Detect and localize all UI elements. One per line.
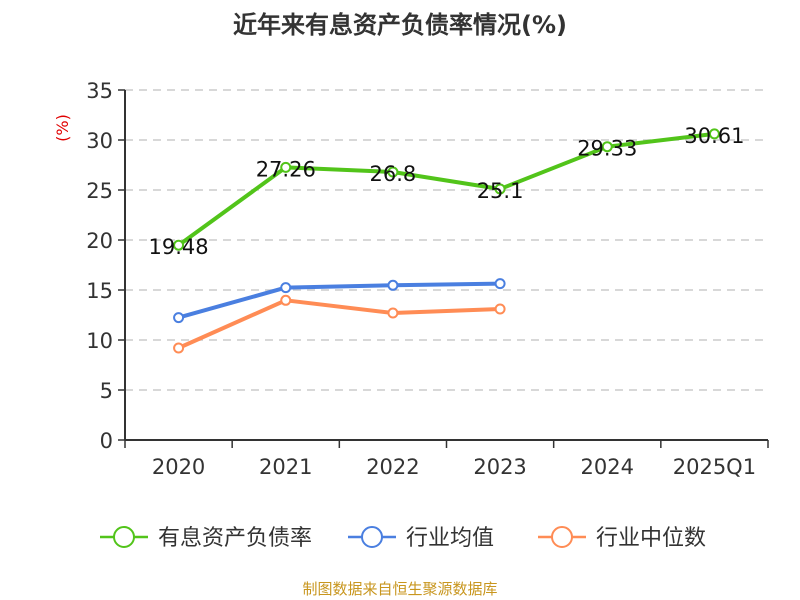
chart-title: 近年来有息资产负债率情况(%) <box>233 11 567 39</box>
y-tick-label: 25 <box>86 179 113 203</box>
data-label: 29.33 <box>577 137 637 161</box>
x-tick-label: 2025Q1 <box>673 455 756 479</box>
y-tick-label: 20 <box>86 229 113 253</box>
data-label: 26.8 <box>370 162 417 186</box>
x-tick-label: 2020 <box>152 455 205 479</box>
data-point <box>280 161 292 173</box>
data-point <box>280 294 292 306</box>
data-point <box>387 279 399 291</box>
footer-source: 制图数据来自恒生聚源数据库 <box>302 580 497 598</box>
legend-marker <box>551 526 573 548</box>
data-label: 25.1 <box>477 179 524 203</box>
y-tick-label: 15 <box>86 279 113 303</box>
series-line-2 <box>177 298 501 350</box>
legend-marker <box>113 526 135 548</box>
y-tick-label: 10 <box>86 329 113 353</box>
y-tick-label: 5 <box>100 379 113 403</box>
data-point <box>494 303 506 315</box>
data-point <box>173 312 185 324</box>
data-point <box>708 128 720 140</box>
data-point <box>173 342 185 354</box>
data-point <box>387 166 399 178</box>
x-tick-label: 2024 <box>581 455 634 479</box>
y-tick-label: 0 <box>100 429 113 453</box>
data-point <box>387 307 399 319</box>
y-tick-label: 30 <box>86 129 113 153</box>
legend-marker <box>361 526 383 548</box>
y-tick-label: 35 <box>86 79 113 103</box>
legend-label: 有息资产负债率 <box>158 526 312 551</box>
x-tick-label: 2021 <box>259 455 312 479</box>
data-label: 27.26 <box>256 157 316 181</box>
data-point <box>280 282 292 294</box>
y-axis-label: (%) <box>53 114 72 142</box>
x-tick-label: 2023 <box>473 455 526 479</box>
data-point <box>173 239 185 251</box>
legend-label: 行业中位数 <box>596 526 706 551</box>
data-label: 30.61 <box>684 124 744 148</box>
legend-label: 行业均值 <box>406 526 494 551</box>
data-point <box>601 141 613 153</box>
x-tick-label: 2022 <box>366 455 419 479</box>
series-line-0 <box>177 131 715 247</box>
data-label: 19.48 <box>149 235 209 259</box>
data-point <box>494 278 506 290</box>
data-point <box>494 183 506 195</box>
series-line-1 <box>178 281 501 320</box>
